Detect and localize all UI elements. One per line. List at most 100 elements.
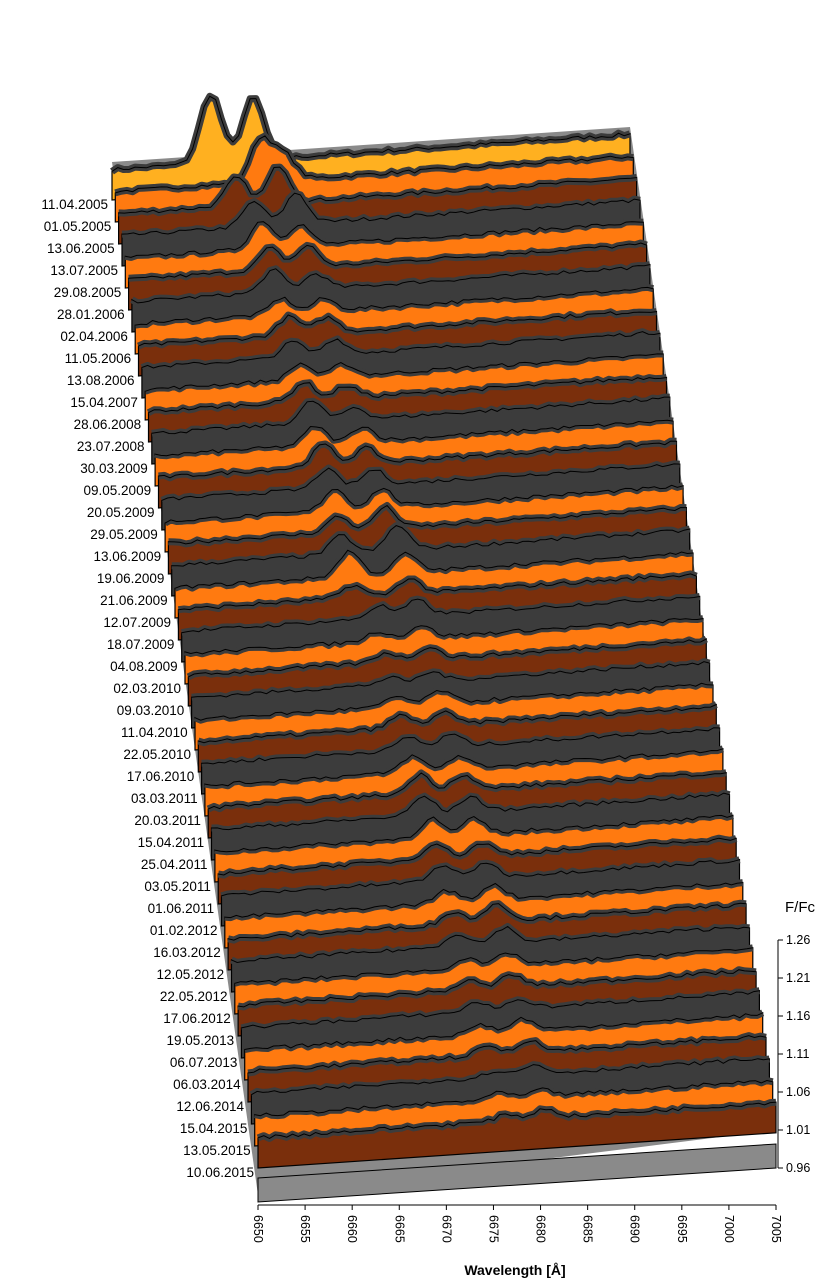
x-tick-label: 6690 [628,1215,642,1243]
date-label: 20.05.2009 [87,505,155,520]
date-label: 25.04.2011 [141,857,208,872]
spectrum-line-01.02.2012 [221,859,740,897]
date-labels: 11.04.2005 01.05.2005 13.06.2005 13.07.2005… [41,197,254,1180]
x-tick-label: 7005 [769,1215,783,1243]
spectrum-line-12.05.2012 [227,902,747,941]
spectrum-line-04.08.2009 [181,596,700,634]
date-label: 06.03.2014 [173,1077,241,1092]
spectrum-line-28.06.2008 [145,353,664,392]
spectrum-line-11.04.2005 [111,95,631,172]
spectrum-line-13.06.2009 [164,484,684,524]
date-label: 19.05.2013 [167,1033,235,1048]
date-label: 28.01.2006 [57,307,125,322]
spectrum-line-19.05.2013 [238,969,757,1008]
date-label: 11.04.2010 [121,725,188,740]
date-label: 17.06.2010 [127,769,195,784]
spectrum-line-28.01.2006 [128,242,647,279]
date-label: 29.05.2009 [90,527,158,542]
spectrum-line-12.06.2014 [247,1035,767,1074]
date-label: 11.05.2006 [65,351,132,366]
date-label: 12.06.2014 [176,1099,244,1114]
front-floor [257,1143,777,1203]
spectrum-line-01.05.2005 [115,135,634,194]
date-label: 04.08.2009 [110,659,178,674]
x-axis-title: Wavelength [Å] [464,1262,565,1278]
spectrum-line-06.03.2014 [244,1012,763,1050]
spectrum-line-01.06.2011 [218,837,737,876]
date-label: 11.04.2005 [41,197,108,212]
x-tick-label: 6660 [345,1215,359,1243]
spectrum-line-22.05.2012 [231,925,750,964]
z-tick-label: 1.26 [786,933,810,947]
spectrum-line-13.07.2005 [121,192,641,236]
x-tick-label: 6685 [581,1215,595,1243]
date-label: 17.06.2012 [163,1011,231,1026]
spectrum-line-29.05.2009 [161,463,680,501]
spectrum-line-21.06.2009 [171,525,690,567]
z-tick-label: 1.11 [786,1047,809,1061]
date-label: 29.08.2005 [54,285,122,300]
date-label: 09.05.2009 [84,483,152,498]
spectrum-line-18.07.2009 [178,573,697,611]
date-label: 15.04.2007 [70,395,138,410]
date-label: 01.06.2011 [148,901,215,916]
z-axis-title: F/Fc [785,899,815,916]
spectrum-line-09.03.2010 [188,638,707,678]
spectrum-line-12.07.2009 [174,549,694,589]
spectrum-line-10.06.2015 [257,1101,777,1139]
date-label: 02.04.2006 [60,329,128,344]
spectrum-line-17.06.2012 [234,947,753,984]
spectrum-line-15.04.2011 [207,772,727,810]
date-label: 22.05.2010 [123,747,191,762]
date-label: 19.06.2009 [97,571,165,586]
x-tick-label: 6655 [298,1215,312,1243]
date-label: 03.05.2011 [144,879,211,894]
spectrum-line-20.05.2009 [158,440,677,479]
spectrum-line-02.03.2010 [184,618,704,655]
date-label: 16.03.2012 [153,945,221,960]
z-axis: 0.96 1.01 1.06 1.11 1.16 1.21 1.26 [777,933,810,1175]
spectrum-line-06.07.2013 [241,990,760,1029]
spectrum-line-29.08.2005 [125,221,644,258]
spectrum-line-13.05.2015 [254,1079,773,1117]
date-label: 01.02.2012 [150,923,218,938]
date-label: 13.06.2009 [94,549,162,564]
date-label: 15.04.2015 [180,1121,248,1136]
x-tick-label: 6695 [675,1215,689,1243]
spectrum-line-23.07.2008 [148,377,667,414]
x-tick-label: 6680 [534,1215,548,1243]
spectrum-line-11.04.2010 [191,661,710,698]
date-label: 13.06.2005 [47,241,115,256]
date-label: 21.06.2009 [100,593,168,608]
x-axis: 6650 6655 6660 6665 6670 6675 6680 6685 6690 6695… [251,1204,783,1243]
date-label: 12.07.2009 [103,615,171,630]
date-label: 15.04.2011 [138,835,205,850]
date-label: 09.03.2010 [117,703,185,718]
x-tick-label: 6670 [439,1215,453,1243]
date-label: 22.05.2012 [160,989,228,1004]
x-tick-label: 6650 [251,1215,265,1243]
date-label: 28.06.2008 [74,417,142,432]
spectrum-line-17.06.2010 [198,704,717,744]
x-tick-label: 6665 [392,1215,406,1243]
spectrum-line-13.08.2006 [138,311,657,347]
spectrum-line-15.04.2015 [251,1058,770,1096]
spectrum-line-11.05.2006 [135,286,654,326]
z-tick-label: 1.21 [786,971,810,985]
spectrum-line-25.04.2011 [211,792,730,831]
z-tick-label: 1.06 [786,1085,810,1099]
date-label: 13.08.2006 [67,373,135,388]
date-label: 01.05.2005 [44,219,112,234]
spectrum-line-13.06.2005 [118,166,637,214]
spectrum-line-09.05.2009 [154,419,674,457]
spectrum-line-03.03.2011 [201,727,720,765]
z-tick-label: 0.96 [786,1161,810,1175]
z-tick-label: 1.01 [786,1123,810,1137]
spectrum-line-02.04.2006 [131,264,650,304]
date-label: 03.03.2011 [131,791,198,806]
date-label: 23.07.2008 [77,439,145,454]
spectrum-line-30.03.2009 [151,396,670,435]
date-label: 13.05.2015 [183,1143,251,1158]
spectrum-line-20.03.2011 [204,748,724,787]
